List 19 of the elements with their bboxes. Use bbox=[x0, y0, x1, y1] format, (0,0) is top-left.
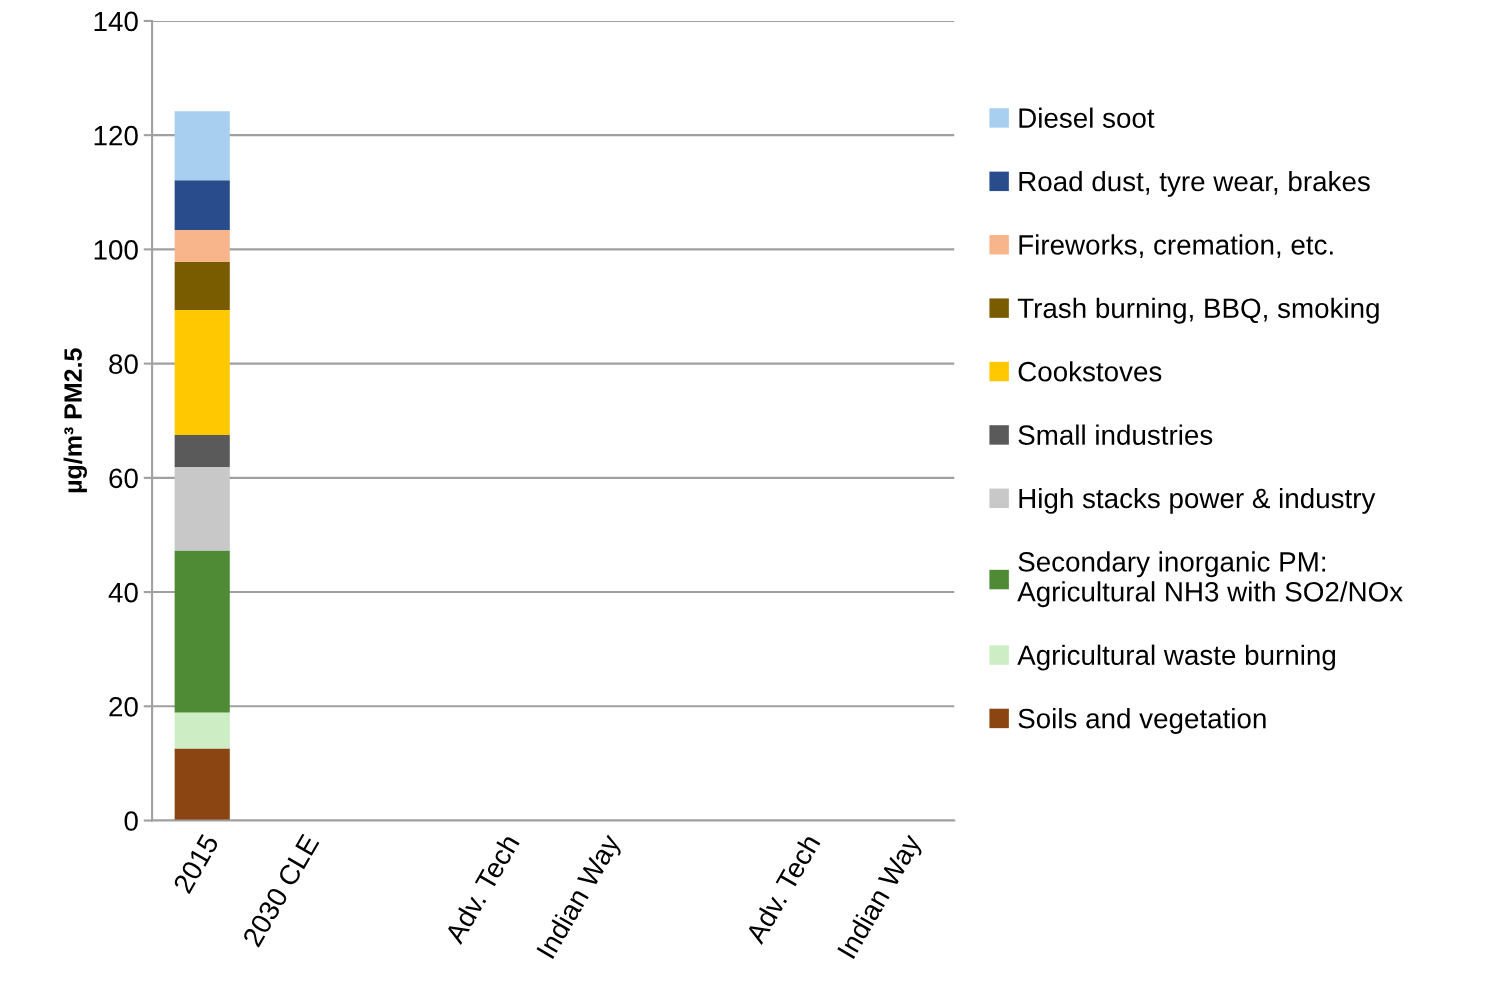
y-axis-title: µg/m³ PM2.5 bbox=[63, 348, 87, 493]
legend-label: Fireworks, cremation, etc. bbox=[1019, 234, 1333, 259]
y-tick-label: 40 bbox=[108, 582, 138, 603]
legend-label: High stacks power & industry bbox=[1019, 487, 1376, 514]
y-tick-label: 120 bbox=[94, 125, 138, 146]
y-tick-label: 80 bbox=[109, 354, 138, 374]
legend-label: Small industries bbox=[1018, 424, 1213, 445]
legend-label: Road dust, tyre wear, brakes bbox=[1019, 170, 1370, 197]
y-tick-label: 140 bbox=[94, 11, 138, 32]
y-tick-label: 100 bbox=[94, 240, 138, 260]
legend-label: Diesel soot bbox=[1019, 107, 1155, 128]
legend-label: Cookstoves bbox=[1018, 361, 1162, 382]
y-tick-label: 20 bbox=[109, 696, 138, 717]
legend-label: Trash burning, BBQ, smoking bbox=[1017, 297, 1379, 324]
y-tick-label: 60 bbox=[109, 468, 138, 489]
legend-label: Agricultural waste burning bbox=[1017, 644, 1336, 671]
y-tick-label: 0 bbox=[124, 811, 138, 831]
legend-label: Secondary inorganic PM: Agricultural NH3 with SO2/NOx bbox=[1017, 551, 1403, 608]
legend-label: Soils and vegetation bbox=[1018, 708, 1266, 734]
